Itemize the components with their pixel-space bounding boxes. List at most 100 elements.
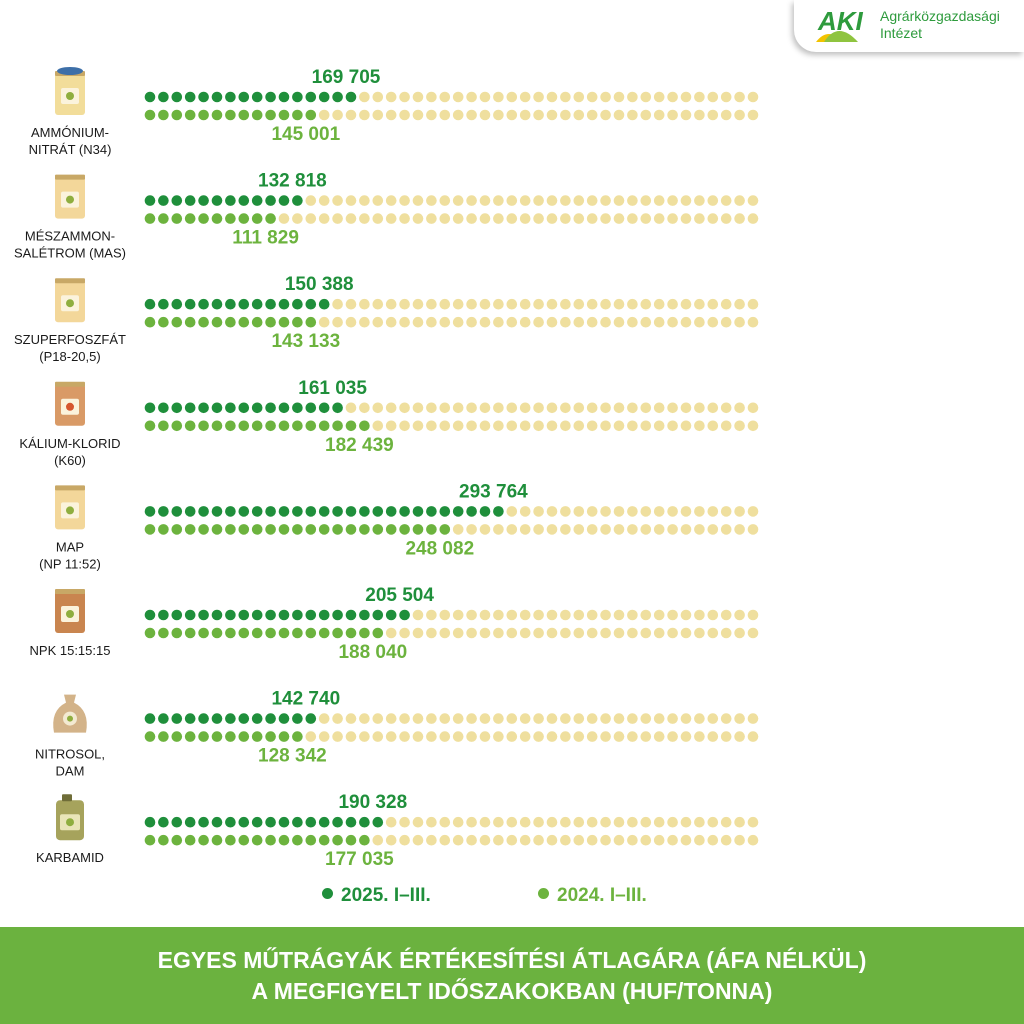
dot-2025-empty <box>452 713 464 724</box>
dot-2025-filled <box>184 816 196 828</box>
dot-2024-filled <box>305 627 317 639</box>
dot-2024-filled <box>292 316 303 328</box>
dot-2024-empty <box>680 420 692 432</box>
dot-2024-filled <box>198 316 209 328</box>
dot-2024-filled <box>265 420 276 432</box>
dot-2025-empty <box>640 506 652 517</box>
dot-2024-empty <box>519 213 531 224</box>
chart-row: NITROSOL, DAM 142 740 128 342 <box>35 689 759 779</box>
dot-2025-empty <box>466 298 477 310</box>
dot-2024-empty <box>332 316 343 328</box>
icon-seam <box>55 381 85 387</box>
dot-2025-empty <box>694 402 705 414</box>
dot-2024-filled <box>238 213 250 224</box>
dot-2025-empty <box>359 713 370 724</box>
dot-2025-empty <box>452 609 464 621</box>
dot-2025-empty <box>600 816 611 828</box>
dot-2025-empty <box>707 298 719 310</box>
dot-2025-filled <box>332 816 343 828</box>
category-label: (K60) <box>54 453 86 468</box>
dot-2025-empty <box>627 91 638 103</box>
dot-2024-empty <box>385 213 397 224</box>
dot-2025-empty <box>399 713 410 724</box>
dot-2025-filled <box>305 713 317 724</box>
dot-2025-empty <box>694 195 705 206</box>
dot-2025-empty <box>680 402 692 414</box>
dot-2024-empty <box>359 109 370 121</box>
fertilizer-bag-icon <box>55 278 85 323</box>
dot-2024-filled <box>238 627 250 639</box>
dot-2024-empty <box>747 213 759 224</box>
value-label-2025: 150 388 <box>285 274 354 295</box>
dot-2025-empty <box>707 402 719 414</box>
dot-2025-empty <box>627 402 638 414</box>
value-label-2025: 293 764 <box>459 481 528 502</box>
dot-2024-empty <box>586 627 598 639</box>
dot-2024-empty <box>680 524 692 535</box>
dot-2025-filled <box>318 816 330 828</box>
fertilizer-box-icon <box>55 381 85 426</box>
dot-2024-filled <box>211 109 223 121</box>
dot-2025-filled <box>345 816 357 828</box>
dot-2024-empty <box>493 524 504 535</box>
dot-2024-filled <box>198 731 209 742</box>
dot-2024-filled <box>211 420 223 432</box>
dot-2025-empty <box>345 195 357 206</box>
legend-item-2024: 2024. I–III. <box>538 885 647 907</box>
dot-2024-filled <box>412 524 424 535</box>
logo-name-line1: Agrárközgazdasági <box>880 8 1000 24</box>
dot-2025-empty <box>466 91 477 103</box>
dot-2024-filled <box>359 524 370 535</box>
dot-2024-empty <box>627 731 638 742</box>
dot-2025-empty <box>506 816 518 828</box>
dot-2025-filled <box>184 713 196 724</box>
dot-2024-empty <box>653 213 665 224</box>
dot-2024-empty <box>372 109 384 121</box>
dot-2024-empty <box>426 213 437 224</box>
icon-leaf <box>66 195 74 204</box>
chart-title-line1: EGYES MŰTRÁGYÁK ÉRTÉKESÍTÉSI ÁTLAGÁRA (Á… <box>157 946 867 973</box>
dot-2024-empty <box>560 524 571 535</box>
dot-2024-empty <box>426 420 437 432</box>
dot-2025-empty <box>506 195 518 206</box>
dot-2024-filled <box>225 834 236 846</box>
dot-2024-filled <box>144 213 156 224</box>
dot-2024-filled <box>345 627 357 639</box>
dot-2024-empty <box>667 731 678 742</box>
dot-2024-empty <box>506 109 518 121</box>
dot-2024-empty <box>613 627 625 639</box>
dot-2025-filled <box>332 91 343 103</box>
dot-2024-filled <box>318 627 330 639</box>
dot-2025-empty <box>533 816 544 828</box>
dot-2024-empty <box>694 524 705 535</box>
dot-2024-filled <box>292 420 303 432</box>
dot-2024-empty <box>533 627 544 639</box>
dot-2025-empty <box>359 195 370 206</box>
dot-2024-filled <box>345 420 357 432</box>
dot-2025-empty <box>479 91 491 103</box>
dot-2025-empty <box>680 816 692 828</box>
dot-2024-empty <box>359 213 370 224</box>
dot-2024-empty <box>600 316 611 328</box>
dot-2025-empty <box>600 609 611 621</box>
dot-2025-filled <box>278 713 290 724</box>
dot-2024-empty <box>385 109 397 121</box>
dot-2024-filled <box>238 109 250 121</box>
dot-2024-filled <box>251 109 263 121</box>
dot-2025-filled <box>292 298 303 310</box>
dot-2025-empty <box>747 402 759 414</box>
dot-2024-empty <box>399 420 410 432</box>
dot-2024-filled <box>292 627 303 639</box>
dot-2025-empty <box>653 506 665 517</box>
value-label-2024: 182 439 <box>325 435 394 456</box>
dot-2025-filled <box>278 816 290 828</box>
value-label-2024: 143 133 <box>271 331 340 352</box>
dot-2024-empty <box>439 627 451 639</box>
dot-2025-empty <box>399 402 410 414</box>
value-label-2025: 161 035 <box>298 378 367 399</box>
dot-2025-empty <box>479 195 491 206</box>
dot-2025-filled <box>305 609 317 621</box>
dot-2024-empty <box>426 109 437 121</box>
dot-2024-empty <box>653 420 665 432</box>
dot-2024-empty <box>600 627 611 639</box>
